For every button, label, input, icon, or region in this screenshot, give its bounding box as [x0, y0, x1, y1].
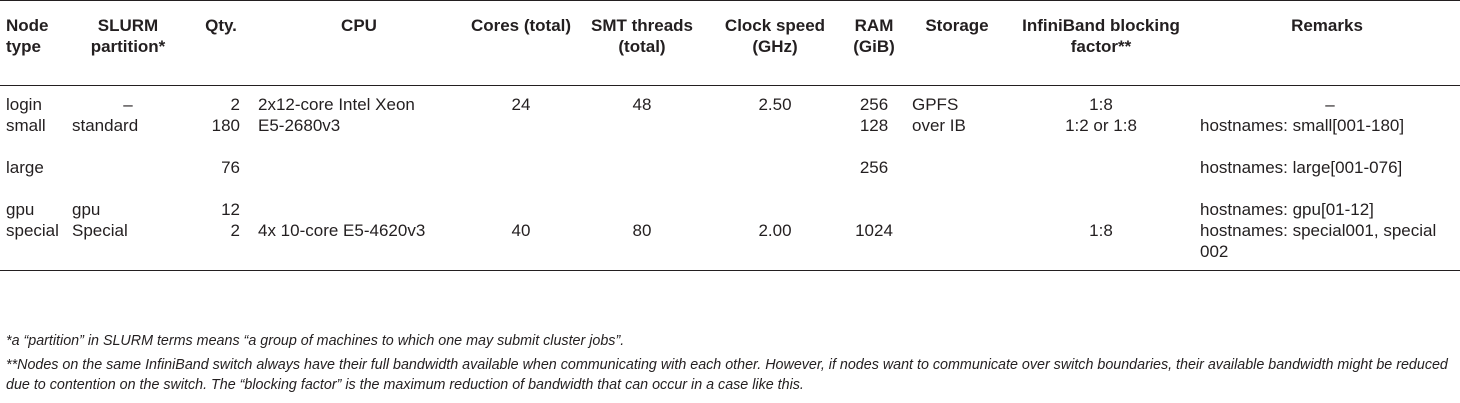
- cell-partition: –: [123, 95, 133, 114]
- table-row: login – 2 2x12-core Intel Xeon 24 48 2.5…: [0, 86, 1460, 116]
- cell-partition: gpu: [72, 200, 101, 219]
- footnote-partition: *a “partition” in SLURM terms means “a g…: [6, 333, 625, 349]
- cell-storage: [906, 220, 1008, 271]
- table-row: gpu gpu 12 hostnames: gpu[01-12]: [0, 199, 1460, 220]
- cell-infiniband: [1008, 157, 1194, 199]
- cell-infiniband: 1:2 or 1:8: [1065, 116, 1137, 135]
- cell-ram: 256: [859, 95, 889, 114]
- cell-cpu: 4x 10-core E5-4620v3: [252, 220, 466, 271]
- table-body: login – 2 2x12-core Intel Xeon 24 48 2.5…: [0, 86, 1460, 271]
- header-infiniband: InfiniBand blocking factor**: [1008, 0, 1194, 86]
- cell-clock: [708, 199, 842, 220]
- cell-clock: 2.50: [758, 95, 792, 114]
- cell-smt: [576, 199, 708, 220]
- header-cores: Cores (total): [466, 0, 576, 86]
- cell-remarks: hostnames: gpu[01-12]: [1200, 200, 1374, 219]
- cell-clock: 2.00: [708, 220, 842, 271]
- cell-qty: 2: [230, 95, 240, 114]
- table-row: special Special 2 4x 10-core E5-4620v3 4…: [0, 220, 1460, 271]
- cell-storage: over IB: [912, 116, 966, 135]
- header-storage: Storage: [906, 0, 1008, 86]
- cell-node-type: small: [6, 116, 46, 135]
- cell-node-type: special: [0, 220, 66, 271]
- cell-storage: [906, 199, 1008, 220]
- cell-infiniband: [1008, 199, 1194, 220]
- cell-node-type: large: [6, 158, 44, 177]
- cell-smt: [576, 157, 708, 199]
- cell-infiniband: 1:8: [1089, 95, 1113, 114]
- header-clock-speed: Clock speed (GHz): [708, 0, 842, 86]
- cell-remarks: hostnames: small[001-180]: [1200, 116, 1405, 135]
- cell-qty: 180: [211, 116, 240, 135]
- header-ram: RAM (GiB): [842, 0, 906, 86]
- cell-ram: 1024: [842, 220, 906, 271]
- cell-cpu: E5-2680v3: [258, 116, 341, 135]
- cell-smt: 48: [632, 95, 652, 114]
- cell-qty: 76: [221, 158, 240, 177]
- table-footnotes: *a “partition” in SLURM terms means “a g…: [0, 331, 1460, 395]
- cell-node-type: login: [6, 95, 42, 114]
- cell-clock: [708, 115, 842, 157]
- cell-infiniband: 1:8: [1008, 220, 1194, 271]
- cell-remarks: –: [1325, 95, 1335, 114]
- cell-smt: 80: [576, 220, 708, 271]
- header-row: Node type SLURM partition* Qty. CPU Core…: [0, 0, 1460, 86]
- cell-qty: 12: [221, 200, 240, 219]
- cell-cores: 24: [511, 95, 531, 114]
- footnote-blocking-factor: **Nodes on the same InfiniBand switch al…: [6, 357, 1448, 393]
- cell-storage: [906, 157, 1008, 199]
- table-row: large 76 256 hostnames: large[001-076]: [0, 157, 1460, 199]
- cell-qty: 2: [190, 220, 252, 271]
- cell-cpu: [252, 199, 466, 220]
- cell-ram: 128: [859, 116, 889, 135]
- cell-remarks: hostnames: large[001-076]: [1200, 158, 1403, 177]
- cell-cores: [466, 157, 576, 199]
- cell-ram: 256: [859, 158, 889, 177]
- cell-cpu: [252, 157, 466, 199]
- header-remarks: Remarks: [1194, 0, 1460, 86]
- header-smt-threads: SMT threads (total): [576, 0, 708, 86]
- cell-cores: [466, 199, 576, 220]
- cell-smt: [576, 115, 708, 157]
- header-cpu: CPU: [252, 0, 466, 86]
- cell-cpu: 2x12-core Intel Xeon: [258, 95, 415, 114]
- header-slurm-partition: SLURM partition*: [66, 0, 190, 86]
- cell-cores: [466, 115, 576, 157]
- cell-partition: Special: [66, 220, 190, 271]
- cell-node-type: gpu: [6, 200, 35, 219]
- cell-storage: GPFS: [912, 95, 959, 114]
- cell-partition: standard: [72, 116, 139, 135]
- header-node-type: Node type: [0, 0, 66, 86]
- cell-clock: [708, 157, 842, 199]
- cell-remarks: hostnames: special001, special 002: [1194, 220, 1460, 271]
- node-spec-table: Node type SLURM partition* Qty. CPU Core…: [0, 0, 1460, 271]
- cell-cores: 40: [466, 220, 576, 271]
- table-row: small standard 180 E5-2680v3 128 over IB…: [0, 115, 1460, 157]
- cell-partition: [66, 157, 190, 199]
- header-qty: Qty.: [190, 0, 252, 86]
- cell-ram: [842, 199, 906, 220]
- table-header: Node type SLURM partition* Qty. CPU Core…: [0, 0, 1460, 86]
